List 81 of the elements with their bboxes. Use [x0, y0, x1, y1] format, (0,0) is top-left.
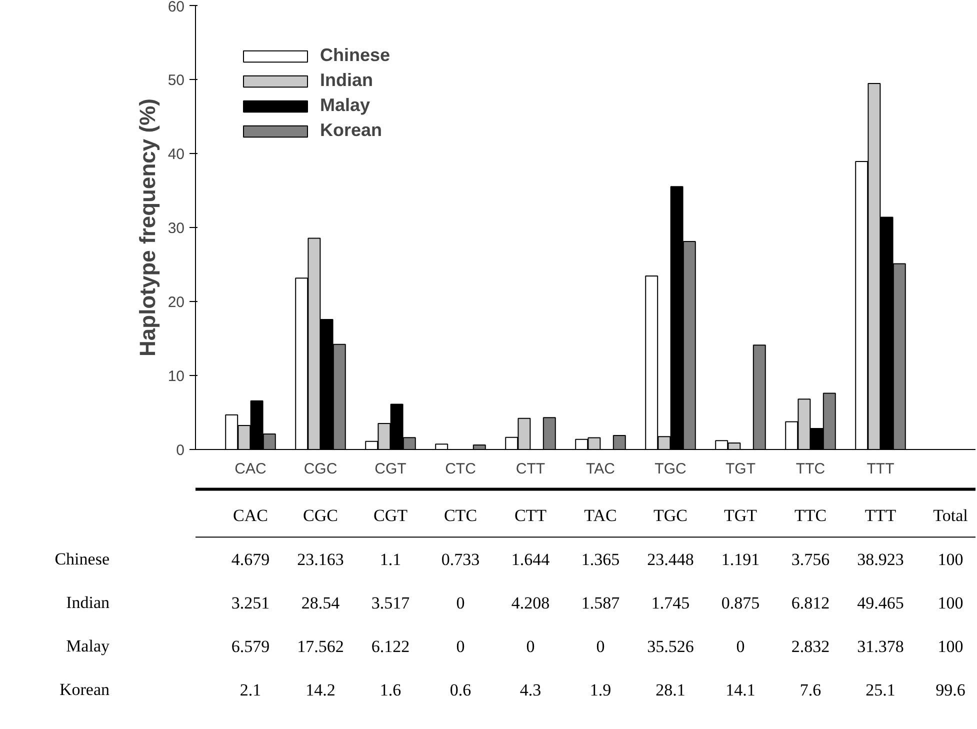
- data-label: 1.587: [581, 593, 620, 612]
- x-tick-label: CTT: [516, 460, 546, 478]
- x-tick-label: CTC: [445, 460, 476, 478]
- y-tick-label: 60: [168, 0, 185, 16]
- legend-label: Chinese: [320, 45, 390, 66]
- data-label: 6.122: [371, 636, 410, 656]
- data-label: 3.517: [371, 593, 410, 612]
- text: Korean: [59, 680, 110, 699]
- data-label: 14.1: [726, 680, 756, 700]
- data-label: 0.6: [450, 680, 472, 700]
- y-tick-label: 30: [168, 220, 185, 237]
- y-axis-title: Haplotype frequency (%): [134, 98, 160, 356]
- data-label: 4.208: [511, 593, 550, 612]
- x-tick-label: TTT: [866, 460, 894, 478]
- x-tick-label: TGT: [726, 460, 756, 478]
- x-tick-label: TTC: [796, 460, 826, 478]
- legend-label: Korean: [320, 120, 382, 141]
- data-label: 0: [456, 636, 465, 656]
- data-label: 6.812: [791, 593, 830, 612]
- data-label: 0: [526, 636, 535, 656]
- text: Indian: [66, 592, 110, 612]
- legend-label: Indian: [320, 70, 373, 91]
- data-label: 38.923: [857, 550, 904, 569]
- data-label: 0.733: [441, 550, 480, 569]
- category-label: TTC: [794, 506, 827, 525]
- data-label: 3.756: [791, 550, 830, 569]
- data-label: 2.832: [791, 636, 830, 656]
- x-tick-label: CAC: [234, 460, 266, 478]
- text: Total: [933, 506, 968, 525]
- data-label: 31.378: [857, 636, 904, 656]
- text: 99.6: [936, 680, 966, 700]
- data-label: 35.526: [647, 636, 694, 656]
- x-tick-label: TAC: [586, 460, 616, 478]
- data-label: 1.9: [590, 680, 612, 700]
- category-label: TTT: [864, 506, 896, 525]
- x-tick-label: CGC: [304, 460, 338, 478]
- data-label: 1.745: [651, 593, 690, 612]
- category-label: CGC: [303, 506, 338, 525]
- category-label: CGT: [374, 506, 408, 525]
- legend-label: Malay: [320, 95, 370, 116]
- x-tick-label: TGC: [654, 460, 686, 478]
- category-label: CTC: [444, 506, 478, 525]
- data-label: 2.1: [240, 680, 262, 700]
- y-tick-label: 50: [168, 72, 185, 89]
- category-label: TAC: [584, 506, 617, 525]
- data-label: 25.1: [866, 680, 896, 700]
- data-label: 14.2: [306, 680, 336, 700]
- category-label: TGC: [654, 506, 688, 525]
- y-tick-label: 10: [168, 368, 185, 385]
- text: Malay: [66, 636, 110, 656]
- data-label: 28.54: [301, 593, 340, 612]
- category-label: TGT: [724, 506, 758, 525]
- data-label: 0: [596, 636, 605, 656]
- data-label: 1.6: [380, 680, 402, 700]
- data-label: 4.679: [231, 550, 270, 569]
- data-label: 28.1: [656, 680, 686, 700]
- text: 100: [938, 593, 964, 612]
- data-label: 49.465: [857, 593, 904, 612]
- y-tick-label: 40: [168, 146, 185, 163]
- data-label: 23.163: [297, 550, 344, 569]
- data-label: 0: [736, 636, 745, 656]
- category-label: CTT: [514, 506, 547, 525]
- y-tick-label: 0: [176, 442, 184, 459]
- data-label: 1.644: [511, 550, 550, 569]
- x-tick-label: CGT: [374, 460, 406, 478]
- data-label: 0.875: [721, 593, 760, 612]
- data-label: 0: [456, 593, 465, 612]
- text: Chinese: [54, 549, 110, 568]
- data-label: 23.448: [647, 550, 694, 569]
- data-label: 1.1: [380, 550, 402, 569]
- text: 100: [938, 636, 964, 656]
- category-label: CAC: [233, 506, 268, 525]
- data-label: 3.251: [231, 593, 270, 612]
- data-label: 7.6: [800, 680, 822, 700]
- data-label: 1.191: [721, 550, 760, 569]
- y-tick-label: 20: [168, 294, 185, 311]
- data-label: 6.579: [231, 636, 270, 656]
- data-label: 4.3: [520, 680, 542, 700]
- data-label: 1.365: [581, 550, 620, 569]
- data-label: 17.562: [297, 636, 344, 656]
- text: 100: [938, 550, 964, 569]
